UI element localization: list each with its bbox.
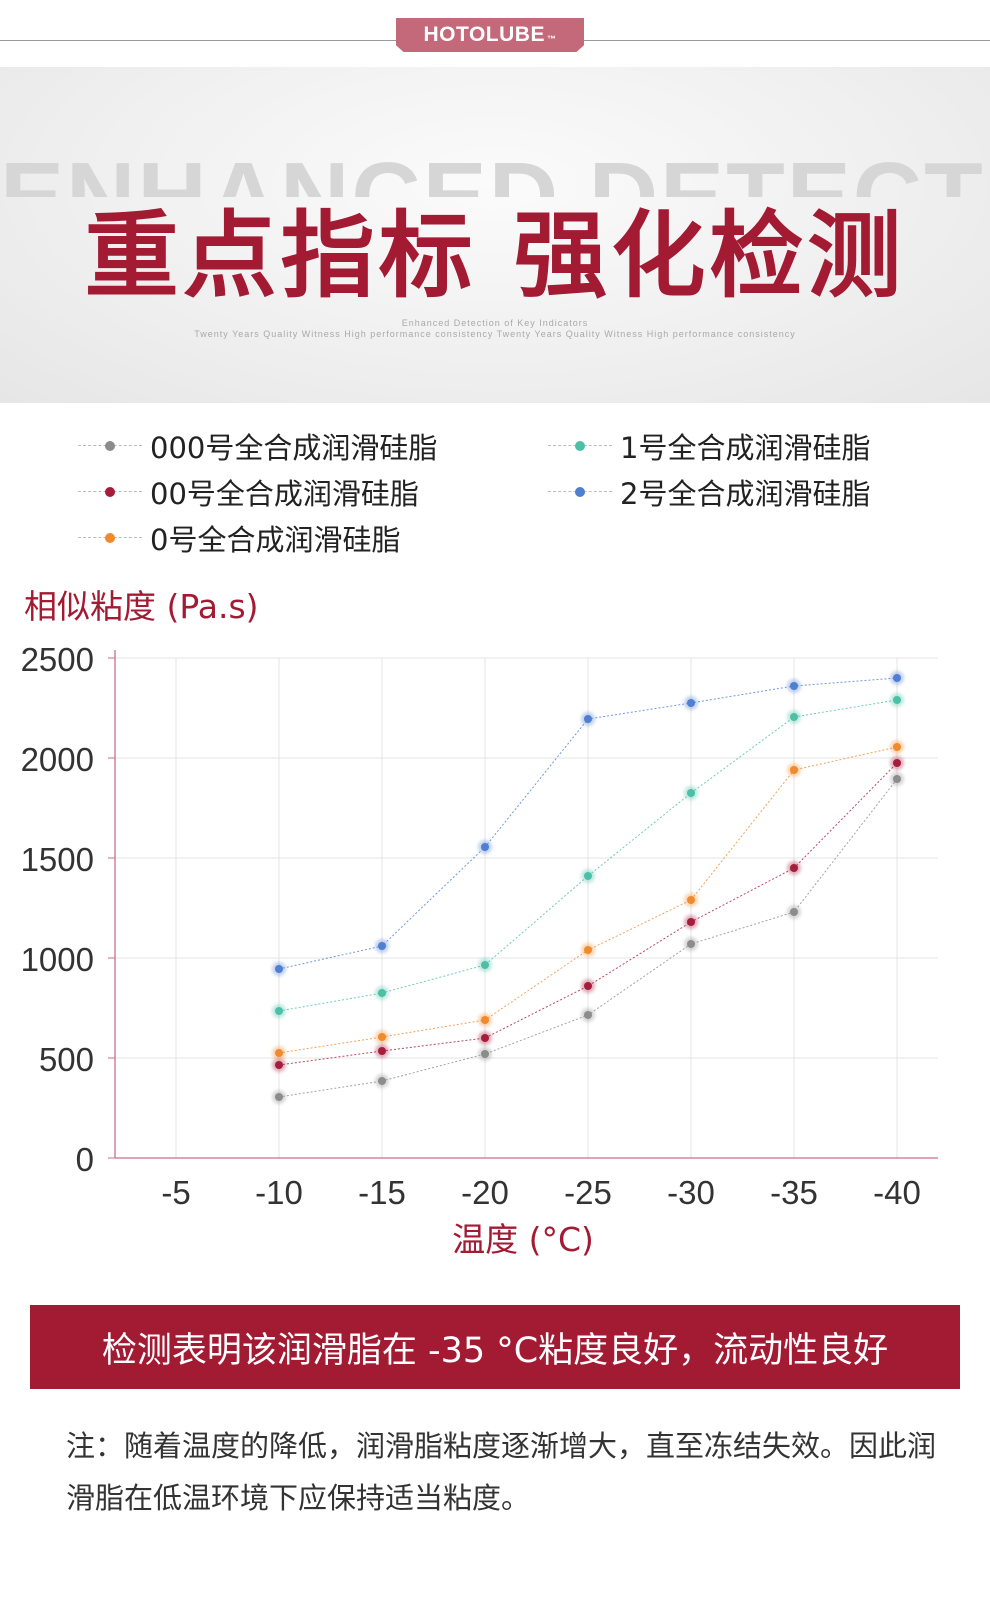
y-tick-label: 500 <box>39 1041 94 1078</box>
x-tick-label: -35 <box>770 1174 818 1211</box>
brand-logo-text: HOTOLUBE <box>423 23 545 46</box>
data-point <box>378 942 386 950</box>
data-point <box>584 946 592 954</box>
data-point <box>378 989 386 997</box>
banner-tagline: Twenty Years Quality Witness High perfor… <box>194 329 796 339</box>
conclusion-banner: 检测表明该润滑脂在 -35 °C粘度良好，流动性良好 <box>30 1305 960 1389</box>
data-point <box>378 1077 386 1085</box>
data-point <box>481 843 489 851</box>
legend-item-000: 000号全合成润滑硅脂 <box>78 426 437 466</box>
legend-marker <box>548 472 612 512</box>
x-tick-label: -25 <box>564 1174 612 1211</box>
data-point <box>584 872 592 880</box>
legend-marker <box>548 426 612 466</box>
data-point <box>687 918 695 926</box>
data-point <box>481 1016 489 1024</box>
data-point <box>275 1049 283 1057</box>
y-tick-label: 0 <box>76 1141 94 1178</box>
x-tick-label: -5 <box>161 1174 190 1211</box>
data-point <box>275 1061 283 1069</box>
banner-title: 重点指标 强化检测 <box>84 202 906 311</box>
trademark-mark: ™ <box>546 34 557 44</box>
y-tick-label: 1500 <box>21 841 94 878</box>
x-tick-label: -15 <box>358 1174 406 1211</box>
legend-marker <box>78 472 142 512</box>
y-tick-label: 2500 <box>21 641 94 678</box>
data-point <box>687 940 695 948</box>
data-point <box>584 982 592 990</box>
x-tick-label: -40 <box>873 1174 921 1211</box>
data-point <box>790 766 798 774</box>
data-point <box>893 775 901 783</box>
data-point <box>687 699 695 707</box>
chart-labels: 0 500 1000 1500 2000 2500 -5 -10 -15 -20 -25 -30 -35… <box>21 587 921 1259</box>
banner-english-watermark: ENHANCED DETECTION <box>0 143 990 250</box>
x-tick-label: -10 <box>255 1174 303 1211</box>
data-point <box>790 713 798 721</box>
legend-label: 000号全合成润滑硅脂 <box>150 431 438 465</box>
legend-marker <box>78 426 142 466</box>
y-tick-label: 2000 <box>21 741 94 778</box>
legend-marker <box>78 518 142 558</box>
data-point <box>687 896 695 904</box>
x-tick-label: -20 <box>461 1174 509 1211</box>
data-point <box>893 759 901 767</box>
data-point <box>481 1034 489 1042</box>
data-point <box>790 864 798 872</box>
legend-label: 2号全合成润滑硅脂 <box>620 477 871 511</box>
data-point <box>893 743 901 751</box>
data-point <box>275 1007 283 1015</box>
y-tick-label: 1000 <box>21 941 94 978</box>
legend-item-1: 1号全合成润滑硅脂 <box>548 426 870 466</box>
legend-label: 0号全合成润滑硅脂 <box>150 523 401 557</box>
data-point <box>790 908 798 916</box>
x-tick-label: -30 <box>667 1174 715 1211</box>
data-point <box>790 682 798 690</box>
data-point <box>584 715 592 723</box>
viscosity-chart: 0 500 1000 1500 2000 2500 -5 -10 -15 -20 -25 -30 -35… <box>21 587 938 1259</box>
chart-series <box>272 671 904 1104</box>
data-point <box>893 674 901 682</box>
x-axis-title: 温度 (°C) <box>452 1220 594 1259</box>
data-point <box>481 1050 489 1058</box>
chart-grid <box>115 657 938 1158</box>
data-point <box>893 696 901 704</box>
data-point <box>584 1011 592 1019</box>
banner-subtitle: Enhanced Detection of Key Indicators <box>401 318 589 328</box>
legend-label: 00号全合成润滑硅脂 <box>150 477 419 511</box>
y-axis-title: 相似粘度 (Pa.s) <box>24 587 259 626</box>
footnote: 注：随着温度的降低，润滑脂粘度逐渐增大，直至冻结失效。因此润滑脂在低温环境下应保… <box>66 1429 937 1515</box>
legend-label: 1号全合成润滑硅脂 <box>620 431 871 465</box>
data-point <box>378 1033 386 1041</box>
legend-item-0: 0号全合成润滑硅脂 <box>78 518 400 558</box>
data-point <box>275 965 283 973</box>
brand-logo: HOTOLUBE ™ <box>396 18 584 52</box>
data-point <box>275 1093 283 1101</box>
legend-item-2: 2号全合成润滑硅脂 <box>548 472 870 512</box>
legend-item-00: 00号全合成润滑硅脂 <box>78 472 419 512</box>
data-point <box>378 1047 386 1055</box>
data-point <box>687 789 695 797</box>
chart-axes <box>108 650 938 1159</box>
data-point <box>481 961 489 969</box>
hero-banner: ENHANCED DETECTION 重点指标 强化检测 Enhanced De… <box>0 67 990 403</box>
